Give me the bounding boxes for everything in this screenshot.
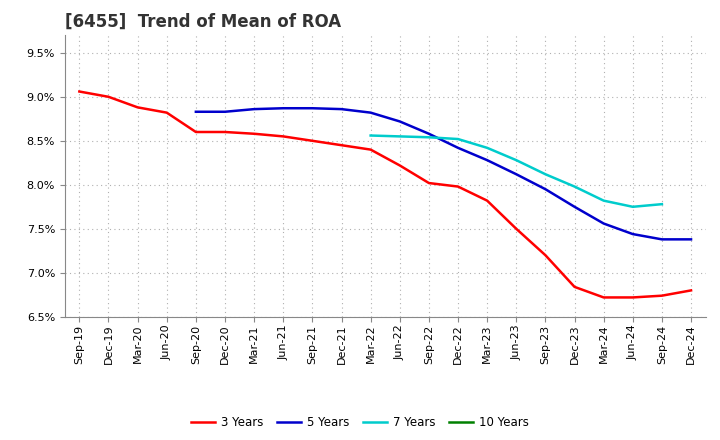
3 Years (483, 198, 492, 203)
3 Years (541, 253, 550, 258)
5 Years (425, 131, 433, 136)
3 Years (570, 284, 579, 290)
3 Years (395, 163, 404, 168)
5 Years (220, 109, 229, 114)
3 Years (337, 143, 346, 148)
3 Years (75, 89, 84, 94)
5 Years (687, 237, 696, 242)
3 Years (220, 129, 229, 135)
3 Years (279, 134, 287, 139)
5 Years (250, 106, 258, 112)
3 Years (250, 131, 258, 136)
5 Years (366, 110, 375, 115)
7 Years (395, 134, 404, 139)
5 Years (308, 106, 317, 111)
5 Years (629, 231, 637, 237)
3 Years (163, 110, 171, 115)
3 Years (687, 288, 696, 293)
7 Years (599, 198, 608, 203)
7 Years (541, 172, 550, 177)
Line: 5 Years: 5 Years (196, 108, 691, 239)
5 Years (192, 109, 200, 114)
7 Years (512, 158, 521, 163)
Line: 7 Years: 7 Years (371, 136, 662, 207)
5 Years (657, 237, 666, 242)
5 Years (337, 106, 346, 112)
7 Years (629, 204, 637, 209)
3 Years (599, 295, 608, 300)
7 Years (570, 184, 579, 189)
5 Years (279, 106, 287, 111)
3 Years (366, 147, 375, 152)
Text: [6455]  Trend of Mean of ROA: [6455] Trend of Mean of ROA (65, 13, 341, 31)
3 Years (512, 226, 521, 231)
7 Years (657, 202, 666, 207)
3 Years (657, 293, 666, 298)
Legend: 3 Years, 5 Years, 7 Years, 10 Years: 3 Years, 5 Years, 7 Years, 10 Years (186, 412, 534, 434)
7 Years (483, 145, 492, 150)
3 Years (308, 138, 317, 143)
5 Years (483, 158, 492, 163)
7 Years (366, 133, 375, 138)
5 Years (454, 145, 462, 150)
5 Years (541, 187, 550, 192)
3 Years (629, 295, 637, 300)
3 Years (425, 180, 433, 186)
7 Years (425, 135, 433, 140)
7 Years (454, 136, 462, 142)
5 Years (570, 204, 579, 209)
3 Years (192, 129, 200, 135)
3 Years (133, 105, 142, 110)
5 Years (395, 119, 404, 124)
Line: 3 Years: 3 Years (79, 92, 691, 297)
3 Years (454, 184, 462, 189)
5 Years (599, 221, 608, 226)
5 Years (512, 172, 521, 177)
3 Years (104, 94, 113, 99)
